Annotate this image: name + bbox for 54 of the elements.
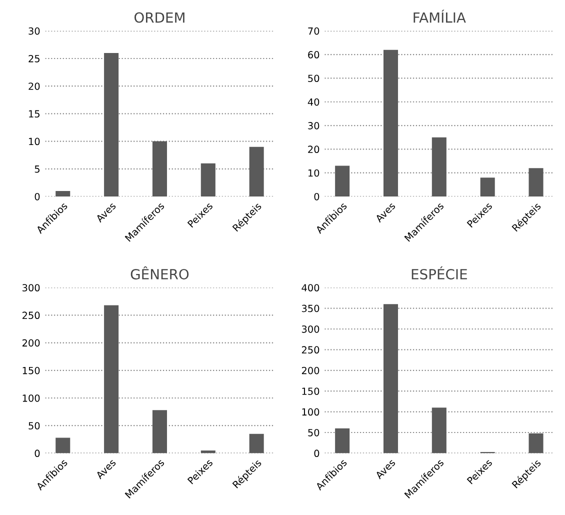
- y-tick-label: 10: [29, 138, 40, 146]
- bar: [432, 137, 446, 197]
- y-tick-label: 20: [308, 146, 320, 154]
- bar: [56, 438, 70, 454]
- chart-title: GÊNERO: [130, 266, 189, 280]
- bar: [249, 434, 264, 454]
- bar: [152, 410, 167, 454]
- y-tick-label: 0: [314, 450, 320, 458]
- y-tick-label: 50: [308, 74, 320, 82]
- y-tick-label: 100: [302, 408, 320, 416]
- y-tick-label: 0: [34, 192, 40, 200]
- y-tick-label: 100: [22, 394, 40, 402]
- y-tick-label: 5: [34, 166, 40, 173]
- y-tick-label: 300: [22, 284, 40, 292]
- y-tick-label: 350: [302, 304, 320, 312]
- bar: [432, 408, 446, 454]
- bar: [104, 52, 119, 197]
- bar: [335, 428, 350, 454]
- y-tick-label: 300: [302, 325, 320, 333]
- y-tick-label: 150: [302, 388, 320, 395]
- y-tick-label: 50: [308, 428, 320, 436]
- y-tick-label: 250: [22, 312, 40, 320]
- bar: [383, 50, 398, 197]
- y-tick-label: 60: [308, 51, 320, 58]
- y-tick-label: 200: [22, 339, 40, 347]
- bar: [528, 433, 544, 454]
- bar: [249, 146, 264, 197]
- y-tick-label: 250: [302, 346, 320, 354]
- bar: [383, 304, 398, 454]
- y-tick-label: 40: [308, 98, 320, 106]
- bar: [200, 450, 216, 454]
- bar: [335, 166, 350, 197]
- y-tick-label: 0: [34, 450, 40, 458]
- bar: [56, 190, 70, 197]
- chart-title: FAMÍLIA: [414, 10, 466, 23]
- y-tick-label: 150: [22, 366, 40, 374]
- y-tick-label: 0: [314, 192, 320, 200]
- y-tick-label: 10: [308, 169, 320, 177]
- y-tick-label: 20: [28, 82, 40, 90]
- y-tick-label: 30: [28, 27, 40, 35]
- y-tick-label: 200: [302, 366, 320, 374]
- chart-title: ORDEM: [134, 12, 184, 23]
- bar: [200, 163, 216, 197]
- chart-title: ESPÉCIE: [412, 266, 467, 280]
- bar: [104, 305, 119, 454]
- y-tick-label: 15: [29, 110, 40, 118]
- y-tick-label: 70: [308, 27, 320, 35]
- y-tick-label: 25: [28, 54, 40, 62]
- y-tick-label: 400: [302, 284, 320, 292]
- y-tick-label: 30: [308, 122, 320, 130]
- bar: [152, 141, 167, 197]
- bar: [528, 168, 544, 197]
- y-tick-label: 50: [28, 422, 40, 430]
- bar: [480, 178, 495, 197]
